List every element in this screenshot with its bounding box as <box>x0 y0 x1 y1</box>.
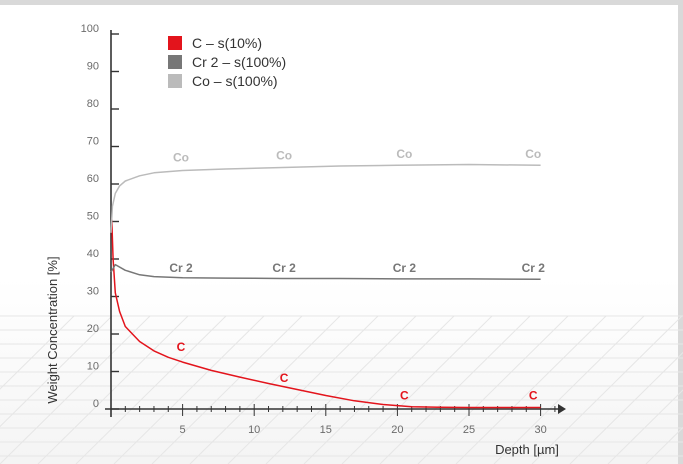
series-line-2 <box>110 263 541 281</box>
hatch-line <box>0 315 151 464</box>
x-axis-title: Depth [µm] <box>495 442 559 457</box>
y-tick-label: 90 <box>87 61 99 73</box>
hatch-line <box>75 315 227 464</box>
y-tick-label: 80 <box>87 98 99 110</box>
hatch-line <box>303 315 455 464</box>
y-tick-label: 60 <box>87 173 99 185</box>
hatch-line <box>379 315 531 464</box>
series-label-3: Co <box>396 147 412 161</box>
series-label-2: Cr 2 <box>272 261 296 275</box>
hatch-line <box>265 315 417 464</box>
y-tick-label: 10 <box>87 361 99 373</box>
hatch-line <box>607 389 683 464</box>
y-tick-label: 50 <box>87 211 99 223</box>
y-tick-label: 0 <box>93 398 99 410</box>
hatch-line <box>455 315 607 464</box>
top-border <box>0 0 683 5</box>
series-label-3: Co <box>173 151 189 165</box>
hatch-line <box>0 315 113 428</box>
hatch-line <box>569 351 683 464</box>
series-label-3: Co <box>525 147 541 161</box>
x-tick-label: 15 <box>320 424 332 436</box>
y-tick-label: 100 <box>81 23 99 35</box>
series-label-2: Cr 2 <box>169 261 193 275</box>
y-tick-label: 20 <box>87 323 99 335</box>
hatch-line <box>341 315 493 464</box>
right-border <box>678 0 683 464</box>
legend-label: Cr 2 – s(100%) <box>192 54 286 70</box>
legend-label: Co – s(100%) <box>192 73 278 89</box>
y-tick-label: 30 <box>87 286 99 298</box>
series-label-1: C <box>400 389 409 403</box>
hatch-line <box>417 315 569 464</box>
x-tick-label: 30 <box>534 424 546 436</box>
series-label-2: Cr 2 <box>522 261 546 275</box>
y-tick-label: 40 <box>87 248 99 260</box>
series-label-1: C <box>280 371 289 385</box>
series-label-1: C <box>529 389 538 403</box>
legend-swatch <box>168 36 182 50</box>
y-axis-title: Weight Concentration [%] <box>45 256 60 403</box>
hatch-line <box>37 315 189 464</box>
background-hatch <box>0 315 683 464</box>
hatch-line <box>531 315 683 464</box>
series-line-3 <box>110 163 541 233</box>
plot-area: 0 10 20 30 40 50 60 70 80 90 100 5 10 15 20 25 30 C C C C Cr … <box>81 23 566 436</box>
series-label-1: C <box>177 340 186 354</box>
legend-swatch <box>168 55 182 69</box>
x-tick-label: 20 <box>391 424 403 436</box>
hatch-line <box>645 426 683 464</box>
legend-label: C – s(10%) <box>192 35 262 51</box>
x-tick-label: 5 <box>180 424 186 436</box>
legend: C – s(10%) Cr 2 – s(100%) Co – s(100%) <box>168 35 286 89</box>
series-line-1 <box>110 217 541 409</box>
y-tick-label: 70 <box>87 136 99 148</box>
series-label-2: Cr 2 <box>393 261 417 275</box>
x-tick-label: 10 <box>248 424 260 436</box>
hatch-line <box>189 315 341 464</box>
hatch-line <box>113 315 265 464</box>
x-axis-arrow <box>558 404 566 414</box>
hatch-line <box>0 315 75 390</box>
legend-swatch <box>168 74 182 88</box>
hatch-line <box>151 315 303 464</box>
x-tick-label: 25 <box>463 424 475 436</box>
series-label-3: Co <box>276 149 292 163</box>
hatch-line <box>493 315 645 464</box>
